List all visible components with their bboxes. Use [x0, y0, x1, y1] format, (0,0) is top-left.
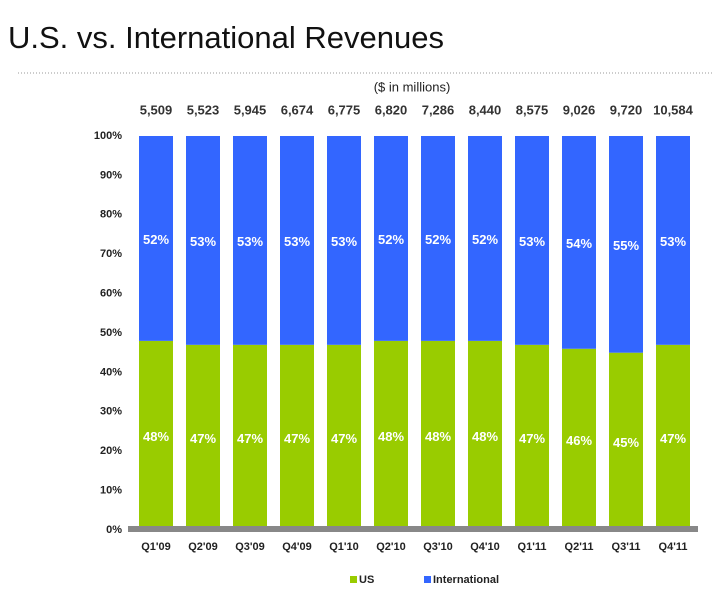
x-tick-label: Q3'10: [423, 541, 453, 553]
total-label: 9,720: [610, 102, 643, 117]
bar-segment: [280, 136, 314, 345]
data-label: 52%: [143, 232, 169, 247]
bar-segment: [609, 136, 643, 353]
bar-segment: [421, 136, 455, 341]
bar-segment: [609, 352, 643, 530]
total-label: 6,820: [375, 102, 408, 117]
data-label: 47%: [284, 431, 310, 446]
data-label: 48%: [472, 429, 498, 444]
legend-label: US: [359, 574, 374, 586]
data-label: 53%: [519, 234, 545, 249]
bar-segment: [468, 340, 502, 530]
bar-segment: [327, 136, 361, 345]
x-tick-label: Q3'11: [612, 541, 641, 553]
data-label: 53%: [284, 234, 310, 249]
bar-segment: [421, 340, 455, 530]
data-label: 48%: [378, 429, 404, 444]
total-label: 5,509: [140, 102, 173, 117]
data-label: 52%: [472, 232, 498, 247]
total-label: 6,775: [328, 102, 361, 117]
total-label: 10,584: [653, 102, 694, 117]
data-label: 53%: [237, 234, 263, 249]
y-tick-label: 70%: [100, 248, 122, 260]
data-label: 52%: [378, 232, 404, 247]
data-label: 48%: [143, 429, 169, 444]
data-label: 52%: [425, 232, 451, 247]
data-label: 53%: [331, 234, 357, 249]
x-tick-label: Q1'11: [518, 541, 547, 553]
total-label: 8,440: [469, 102, 502, 117]
total-label: 9,026: [563, 102, 596, 117]
bar-segment: [139, 340, 173, 530]
y-tick-label: 50%: [100, 327, 122, 339]
data-label: 53%: [190, 234, 216, 249]
x-tick-label: Q2'09: [188, 541, 218, 553]
bar-segment: [656, 344, 690, 530]
bar-segment: [374, 340, 408, 530]
bar-segment: [186, 136, 220, 345]
total-label: 7,286: [422, 102, 455, 117]
total-label: 5,523: [187, 102, 220, 117]
data-label: 47%: [190, 431, 216, 446]
x-tick-label: Q1'09: [141, 541, 171, 553]
x-tick-label: Q4'09: [282, 541, 312, 553]
y-tick-label: 20%: [100, 445, 122, 457]
x-tick-label: Q4'11: [659, 541, 688, 553]
data-label: 48%: [425, 429, 451, 444]
y-tick-label: 100%: [94, 130, 122, 142]
bar-segment: [327, 344, 361, 530]
y-tick-label: 10%: [100, 485, 122, 497]
x-tick-label: Q2'10: [376, 541, 406, 553]
bar-segment: [562, 348, 596, 530]
data-label: 47%: [660, 431, 686, 446]
total-label: 5,945: [234, 102, 267, 117]
x-tick-label: Q2'11: [565, 541, 594, 553]
legend-swatch: [350, 576, 357, 583]
x-tick-label: Q3'09: [235, 541, 265, 553]
bar-segment: [562, 136, 596, 349]
y-tick-label: 90%: [100, 169, 122, 181]
bar-segment: [515, 344, 549, 530]
bar-segment: [139, 136, 173, 341]
total-label: 8,575: [516, 102, 549, 117]
data-label: 47%: [237, 431, 263, 446]
x-tick-label: Q4'10: [470, 541, 500, 553]
bar-segment: [656, 136, 690, 345]
data-label: 53%: [660, 234, 686, 249]
legend-label: International: [433, 574, 499, 586]
x-tick-label: Q1'10: [329, 541, 359, 553]
bar-segment: [280, 344, 314, 530]
data-label: 45%: [613, 435, 639, 450]
bar-segment: [374, 136, 408, 341]
data-label: 54%: [566, 236, 592, 251]
y-tick-label: 80%: [100, 209, 122, 221]
bar-segment: [233, 136, 267, 345]
bar-segment: [186, 344, 220, 530]
y-tick-label: 60%: [100, 288, 122, 300]
bar-segment: [515, 136, 549, 345]
y-tick-label: 30%: [100, 406, 122, 418]
chart-title: U.S. vs. International Revenues: [8, 20, 444, 55]
y-tick-label: 40%: [100, 366, 122, 378]
x-axis: [128, 526, 698, 532]
data-label: 47%: [519, 431, 545, 446]
data-label: 46%: [566, 433, 592, 448]
total-label: 6,674: [281, 102, 314, 117]
bar-segment: [233, 344, 267, 530]
data-label: 55%: [613, 238, 639, 253]
bar-segment: [468, 136, 502, 341]
legend-swatch: [424, 576, 431, 583]
subtitle: ($ in millions): [374, 79, 451, 94]
y-tick-label: 0%: [106, 524, 122, 536]
data-label: 47%: [331, 431, 357, 446]
